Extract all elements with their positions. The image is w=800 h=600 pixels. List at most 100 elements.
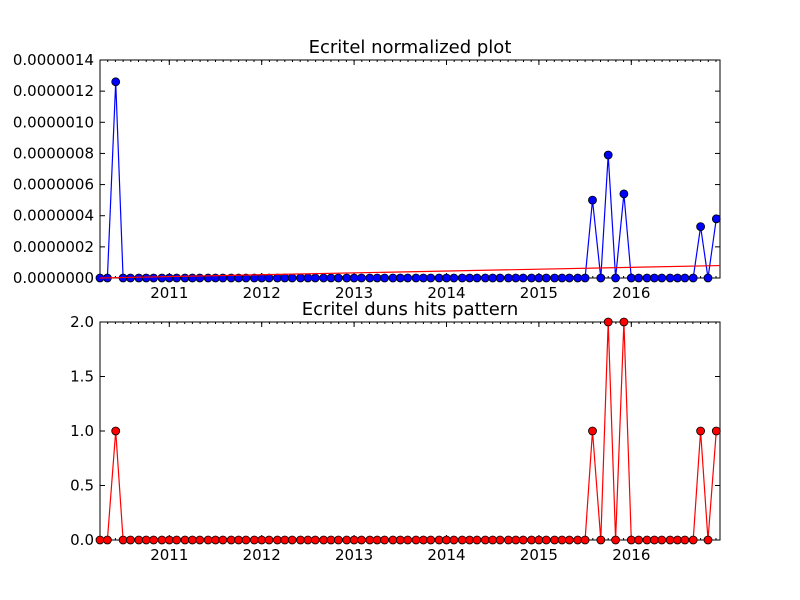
data-point: [527, 535, 536, 545]
data-point: [195, 273, 205, 283]
data-point: [488, 273, 498, 283]
data-point: [611, 535, 620, 545]
data-point: [357, 273, 366, 283]
data-point: [557, 535, 567, 545]
data-point: [102, 535, 112, 545]
y-tick-label: 1.0: [70, 422, 94, 440]
data-point: [149, 273, 158, 283]
data-point: [504, 273, 513, 283]
data-point: [403, 273, 413, 283]
data-point: [273, 535, 282, 545]
data-point: [164, 535, 174, 545]
data-point: [310, 535, 320, 545]
data-point: [333, 273, 343, 283]
data-point: [442, 535, 451, 545]
data-point: [141, 273, 151, 283]
data-point: [688, 273, 698, 283]
data-point: [372, 535, 382, 545]
data-point: [541, 273, 551, 283]
data-point: [180, 273, 190, 283]
data-point: [333, 535, 343, 545]
data-point: [665, 535, 675, 545]
data-point: [310, 273, 320, 283]
data-point: [203, 535, 213, 545]
y-tick-label: 0.0000012: [13, 82, 94, 100]
data-point: [180, 535, 190, 545]
data-point: [564, 273, 574, 283]
data-point: [303, 273, 313, 283]
x-tick-label: 2012: [243, 546, 281, 564]
y-tick-label: 0.0: [70, 531, 94, 549]
data-point: [480, 535, 490, 545]
chart-title-top: Ecritel normalized plot: [309, 37, 512, 58]
data-point: [211, 535, 220, 545]
data-point: [511, 273, 521, 283]
data-point: [372, 273, 382, 283]
data-point: [642, 273, 652, 283]
data-point: [673, 273, 682, 283]
data-point: [550, 535, 560, 545]
data-point: [365, 535, 375, 545]
plot-frame: [99, 59, 721, 279]
data-point: [149, 535, 158, 545]
data-point: [126, 535, 135, 545]
data-point: [388, 535, 398, 545]
data-point: [457, 273, 467, 283]
data-point: [518, 535, 528, 545]
x-tick-label: 2015: [520, 546, 558, 564]
data-point: [357, 535, 366, 545]
x-tick-label: 2016: [612, 546, 650, 564]
x-tick-label: 2014: [427, 284, 465, 302]
data-point: [287, 273, 297, 283]
data-point: [365, 273, 375, 283]
data-point: [619, 189, 629, 199]
data-point: [273, 273, 282, 283]
data-point: [226, 535, 236, 545]
data-point: [418, 273, 428, 283]
data-point: [642, 535, 652, 545]
data-point: [264, 535, 274, 545]
x-tick-label: 2014: [427, 546, 465, 564]
data-point: [287, 535, 297, 545]
x-tick-label: 2011: [150, 546, 188, 564]
data-point: [626, 535, 636, 545]
data-point: [711, 426, 721, 436]
y-tick-label: 2.0: [70, 313, 94, 331]
data-point: [426, 535, 436, 545]
data-point: [657, 273, 667, 283]
data-point: [619, 317, 629, 327]
data-point: [534, 273, 544, 283]
data-point: [187, 535, 197, 545]
data-point: [426, 273, 436, 283]
data-point: [573, 273, 583, 283]
x-tick-label: 2012: [243, 284, 281, 302]
data-point: [141, 535, 151, 545]
y-tick-label: 0.0000004: [13, 207, 94, 225]
data-point: [673, 535, 682, 545]
data-point: [111, 77, 121, 87]
data-point: [573, 535, 583, 545]
data-point: [588, 426, 597, 436]
data-point: [680, 535, 690, 545]
data-point: [111, 426, 121, 436]
data-point: [442, 273, 451, 283]
y-tick-label: 0.0000008: [13, 144, 94, 162]
data-point: [580, 535, 590, 545]
y-tick-label: 0.0000010: [13, 113, 94, 131]
x-tick-label: 2015: [520, 284, 558, 302]
data-point: [241, 535, 251, 545]
data-point: [411, 535, 421, 545]
data-point: [296, 273, 305, 283]
data-point: [164, 273, 174, 283]
data-point: [465, 273, 474, 283]
data-point: [326, 273, 336, 283]
data-point: [472, 273, 482, 283]
data-point: [157, 535, 167, 545]
data-point: [511, 535, 521, 545]
data-point: [550, 273, 560, 283]
data-point: [349, 535, 359, 545]
data-point: [518, 273, 528, 283]
data-point: [418, 535, 428, 545]
y-tick-label: 0.5: [70, 477, 94, 495]
data-point: [172, 273, 182, 283]
